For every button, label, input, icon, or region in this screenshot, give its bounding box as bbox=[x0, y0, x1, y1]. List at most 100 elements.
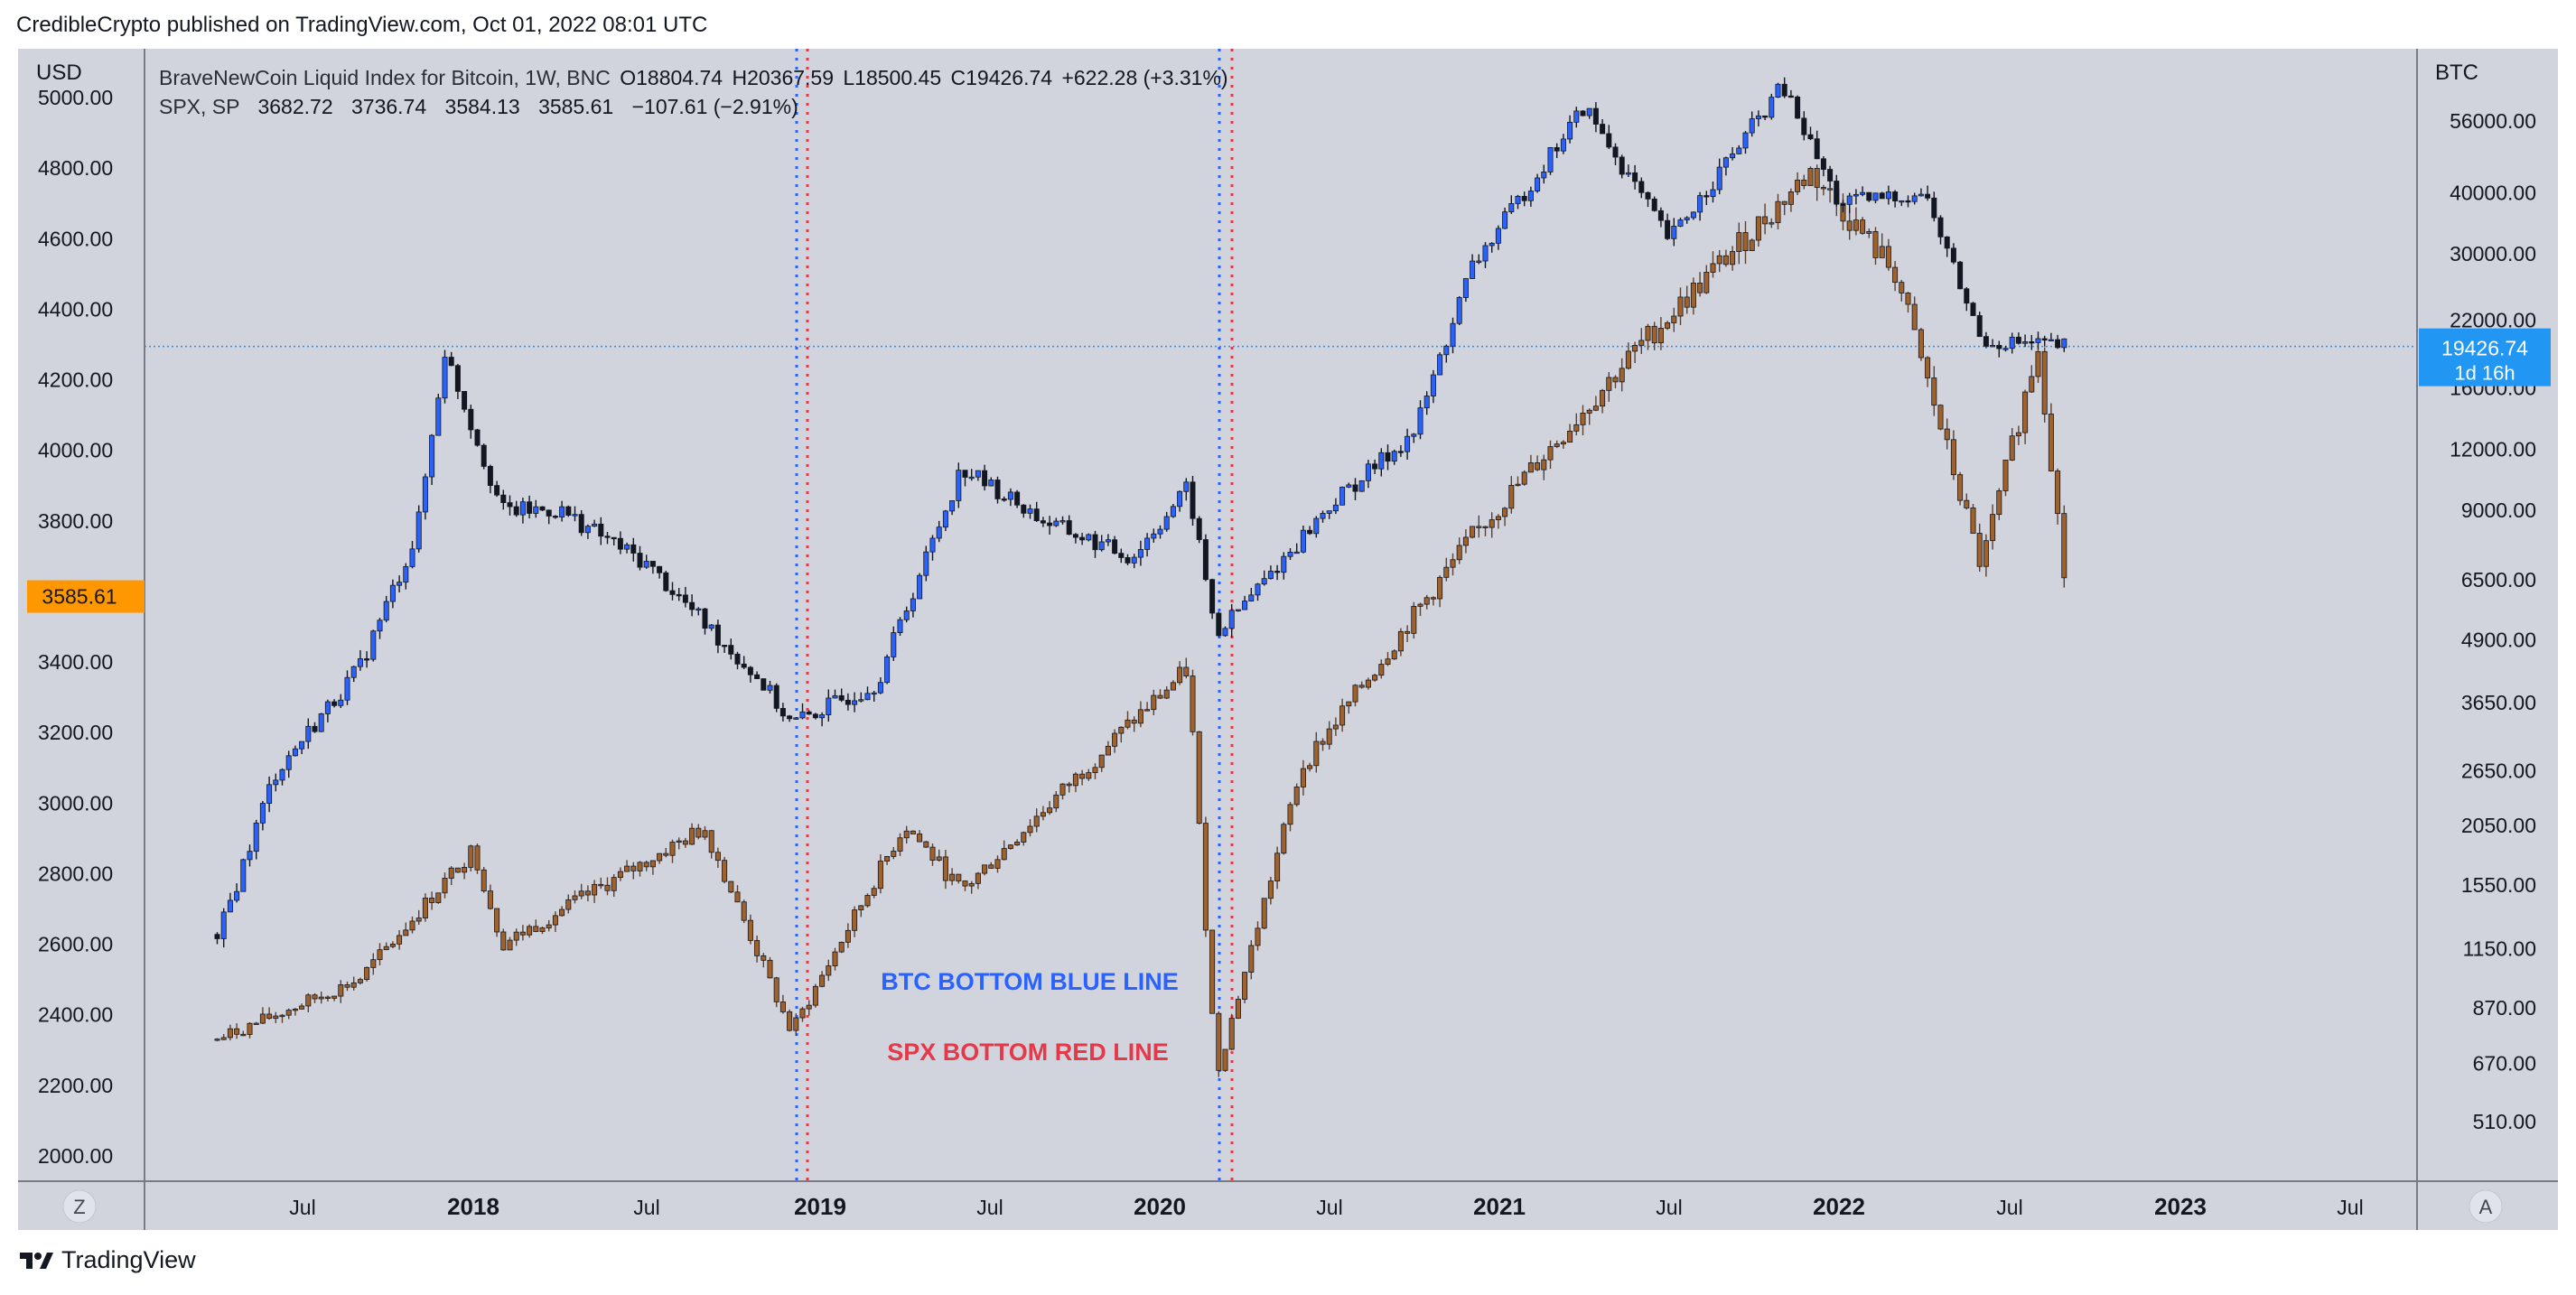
btc-body bbox=[1072, 534, 1078, 538]
btc-candle bbox=[1638, 177, 1645, 199]
spx-candle bbox=[454, 867, 461, 873]
spx-body bbox=[1677, 296, 1684, 317]
btc-body bbox=[1657, 210, 1664, 221]
spx-body bbox=[1489, 519, 1495, 528]
btc-body bbox=[1105, 539, 1111, 543]
spx-body bbox=[1196, 731, 1202, 825]
left-axis-tick: 4000.00 bbox=[38, 439, 113, 462]
spx-candle bbox=[1391, 649, 1397, 660]
btc-candle bbox=[982, 464, 988, 491]
btc-body bbox=[1834, 181, 1840, 205]
spx-body bbox=[559, 908, 565, 917]
spx-body bbox=[832, 951, 838, 966]
spx-body bbox=[1547, 446, 1554, 461]
spx-candle bbox=[1860, 217, 1866, 235]
btc-candle bbox=[598, 517, 604, 545]
spx-candle bbox=[722, 856, 728, 884]
btc-body bbox=[1964, 288, 1970, 304]
spx-body bbox=[539, 927, 546, 932]
spx-candle bbox=[1866, 228, 1872, 238]
spx-candle bbox=[559, 906, 565, 917]
btc-candle bbox=[676, 588, 682, 601]
spx-body bbox=[689, 827, 695, 845]
spx-body bbox=[741, 901, 747, 921]
btc-candle bbox=[1592, 102, 1599, 133]
btc-body bbox=[1567, 121, 1573, 140]
btc-body bbox=[714, 624, 721, 646]
spx-candle bbox=[897, 833, 903, 856]
btc-body bbox=[1495, 228, 1501, 244]
btc-candle bbox=[1489, 242, 1495, 253]
btc-candle bbox=[858, 692, 864, 703]
spx-candle bbox=[942, 850, 948, 890]
spx-body bbox=[1586, 409, 1592, 414]
spx-candle bbox=[1820, 184, 1826, 196]
spx-body bbox=[357, 979, 363, 983]
spx-candle bbox=[415, 909, 422, 926]
time-axis-tick: Jul bbox=[633, 1196, 659, 1219]
btc-candle bbox=[708, 623, 714, 631]
btc-body bbox=[657, 565, 663, 573]
right-axis-tick: 56000.00 bbox=[2450, 109, 2536, 133]
btc-body bbox=[1690, 211, 1696, 219]
btc-body bbox=[1899, 200, 1905, 203]
spx-body bbox=[1671, 315, 1677, 323]
auto-scale-right-button[interactable]: A bbox=[2469, 1189, 2503, 1224]
spx-candle bbox=[1163, 685, 1170, 700]
spx-body bbox=[1470, 526, 1476, 538]
btc-body bbox=[1190, 481, 1196, 519]
btc-candle bbox=[1177, 490, 1183, 512]
btc-candle bbox=[2002, 345, 2009, 352]
chart-area[interactable] bbox=[18, 49, 2558, 1230]
btc-candle bbox=[956, 462, 962, 508]
spx-candle bbox=[513, 928, 519, 946]
btc-candle bbox=[637, 545, 643, 571]
spx-candle bbox=[773, 976, 779, 1008]
btc-body bbox=[312, 725, 318, 732]
spx-body bbox=[500, 931, 507, 951]
spx-body bbox=[1242, 972, 1248, 1000]
button-circle bbox=[62, 1189, 97, 1224]
btc-body bbox=[578, 514, 584, 534]
btc-body bbox=[852, 700, 858, 705]
btc-body bbox=[2035, 338, 2041, 343]
btc-body bbox=[513, 506, 519, 516]
spx-body bbox=[1385, 658, 1391, 665]
time-axis-tick: 2019 bbox=[794, 1193, 846, 1220]
left-axis-tick: 4600.00 bbox=[38, 227, 113, 250]
spx-candle bbox=[572, 890, 578, 904]
spx-candle bbox=[273, 1011, 279, 1023]
spx-body bbox=[507, 939, 513, 951]
btc-candle bbox=[1820, 156, 1826, 177]
btc-body bbox=[637, 553, 643, 568]
spx-body bbox=[1047, 807, 1053, 814]
spx-body bbox=[1742, 232, 1749, 252]
btc-candle bbox=[1736, 144, 1742, 154]
btc-candle bbox=[1671, 218, 1677, 247]
btc-candle bbox=[1807, 126, 1814, 141]
right-axis-tick: 670.00 bbox=[2473, 1052, 2536, 1076]
spx-candle bbox=[871, 885, 877, 899]
btc-candle bbox=[1827, 165, 1834, 188]
btc-body bbox=[806, 711, 812, 715]
btc-candle bbox=[1378, 448, 1385, 477]
spx-candle bbox=[487, 884, 493, 910]
btc-candle bbox=[611, 536, 617, 545]
auto-scale-left-button[interactable]: Z bbox=[62, 1189, 97, 1224]
btc-candle bbox=[227, 892, 233, 913]
btc-body bbox=[1385, 452, 1391, 462]
btc-body bbox=[1807, 134, 1814, 140]
time-axis-tick: Jul bbox=[289, 1196, 315, 1219]
btc-body bbox=[1157, 528, 1163, 535]
btc-body bbox=[917, 574, 923, 600]
spx-body bbox=[1716, 255, 1722, 265]
btc-candle bbox=[722, 645, 728, 653]
btc-body bbox=[285, 755, 292, 770]
btc-candle bbox=[1313, 516, 1320, 538]
btc-body bbox=[1651, 198, 1657, 211]
spx-candle bbox=[1365, 677, 1371, 690]
btc-body bbox=[1937, 217, 1944, 238]
spx-body bbox=[871, 888, 877, 896]
btc-body bbox=[1261, 578, 1267, 585]
